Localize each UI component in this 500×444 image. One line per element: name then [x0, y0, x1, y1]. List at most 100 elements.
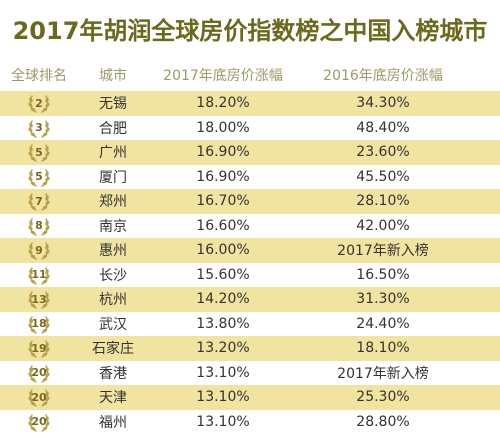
city-cell: 天津 [99, 390, 127, 407]
table-row: 5 厦门 16.90% 45.50% [0, 164, 500, 189]
city-cell: 石家庄 [92, 341, 134, 358]
city-cell: 厦门 [99, 169, 127, 186]
growth-2017-cell: 18.00% [196, 119, 250, 136]
rank-number: 18 [31, 317, 47, 331]
laurel-wreath-icon: 20 [27, 362, 51, 384]
rank-cell: 11 [0, 264, 78, 286]
rank-cell: 19 [0, 337, 78, 359]
rank-number: 20 [31, 366, 47, 380]
rank-number: 5 [35, 170, 43, 184]
rank-cell: 18 [0, 313, 78, 335]
laurel-wreath-icon: 9 [27, 239, 51, 261]
table-row: 7 郑州 16.70% 28.10% [0, 189, 500, 214]
city-cell: 福州 [99, 414, 127, 431]
header-city: 城市 [99, 68, 127, 84]
table-row: 9 惠州 16.00% 2017年新入榜 [0, 238, 500, 263]
growth-2016-cell: 48.40% [356, 119, 410, 136]
city-cell: 合肥 [99, 120, 127, 137]
rank-number: 5 [35, 145, 43, 159]
growth-2017-cell: 16.60% [196, 217, 250, 234]
growth-2016-cell: 28.80% [356, 413, 410, 430]
growth-2016-cell: 18.10% [356, 340, 410, 357]
header-2016: 2016年底房价涨幅 [323, 68, 443, 84]
growth-2016-cell: 25.30% [356, 389, 410, 406]
rank-cell: 3 [0, 117, 78, 139]
laurel-wreath-icon: 19 [27, 337, 51, 359]
growth-2016-cell: 45.50% [356, 168, 410, 185]
laurel-wreath-icon: 3 [27, 117, 51, 139]
rank-cell: 9 [0, 239, 78, 261]
rank-number: 8 [35, 219, 43, 233]
rank-cell: 20 [0, 386, 78, 408]
rank-number: 11 [31, 268, 47, 282]
table-row: 11 长沙 15.60% 16.50% [0, 262, 500, 287]
table-row: 2 无锡 18.20% 34.30% [0, 91, 500, 116]
growth-2017-cell: 16.00% [196, 242, 250, 259]
table-row: 8 南京 16.60% 42.00% [0, 213, 500, 238]
growth-2017-cell: 13.20% [196, 340, 250, 357]
rank-cell: 20 [0, 362, 78, 384]
rank-cell: 8 [0, 215, 78, 237]
city-cell: 武汉 [99, 316, 127, 333]
laurel-wreath-icon: 5 [27, 141, 51, 163]
rank-number: 9 [35, 243, 43, 257]
growth-2016-cell: 34.30% [356, 95, 410, 112]
laurel-wreath-icon: 13 [27, 288, 51, 310]
city-cell: 广州 [99, 145, 127, 162]
laurel-wreath-icon: 7 [27, 190, 51, 212]
rank-number: 19 [31, 341, 47, 355]
city-cell: 郑州 [99, 194, 127, 211]
rank-number: 2 [35, 96, 43, 110]
rank-number: 7 [35, 194, 43, 208]
growth-2017-cell: 15.60% [196, 266, 250, 283]
rank-cell: 5 [0, 166, 78, 188]
growth-2016-cell: 23.60% [356, 144, 410, 161]
laurel-wreath-icon: 18 [27, 313, 51, 335]
city-cell: 南京 [99, 218, 127, 235]
rank-cell: 5 [0, 141, 78, 163]
rank-cell: 13 [0, 288, 78, 310]
laurel-wreath-icon: 2 [27, 92, 51, 114]
table-header: 全球排名 城市 2017年底房价涨幅 2016年底房价涨幅 [0, 62, 500, 88]
laurel-wreath-icon: 20 [27, 386, 51, 408]
growth-2016-cell: 42.00% [356, 217, 410, 234]
growth-2017-cell: 16.90% [196, 144, 250, 161]
growth-2017-cell: 14.20% [196, 291, 250, 308]
growth-2017-cell: 13.80% [196, 315, 250, 332]
rank-cell: 20 [0, 411, 78, 433]
table-body: 2 无锡 18.20% 34.30% 3 合肥 18.00% 48.40% [0, 91, 500, 434]
table-row: 20 天津 13.10% 25.30% [0, 385, 500, 410]
growth-2016-cell: 24.40% [356, 315, 410, 332]
table-row: 20 香港 13.10% 2017年新入榜 [0, 360, 500, 385]
city-cell: 无锡 [99, 96, 127, 113]
growth-2017-cell: 13.10% [196, 413, 250, 430]
laurel-wreath-icon: 8 [27, 215, 51, 237]
table-row: 5 广州 16.90% 23.60% [0, 140, 500, 165]
rank-cell: 7 [0, 190, 78, 212]
growth-2017-cell: 18.20% [196, 95, 250, 112]
rank-number: 20 [31, 390, 47, 404]
growth-2017-cell: 13.10% [196, 364, 250, 381]
growth-2016-cell: 2017年新入榜 [337, 243, 429, 260]
header-rank: 全球排名 [11, 68, 67, 84]
rank-number: 3 [35, 121, 43, 135]
table-row: 18 武汉 13.80% 24.40% [0, 311, 500, 336]
city-cell: 长沙 [99, 267, 127, 284]
growth-2016-cell: 28.10% [356, 193, 410, 210]
table-row: 19 石家庄 13.20% 18.10% [0, 336, 500, 361]
growth-2017-cell: 16.90% [196, 168, 250, 185]
rank-cell: 2 [0, 92, 78, 114]
table-row: 3 合肥 18.00% 48.40% [0, 115, 500, 140]
growth-2016-cell: 31.30% [356, 291, 410, 308]
city-cell: 惠州 [99, 243, 127, 260]
rank-number: 20 [31, 415, 47, 429]
city-cell: 香港 [99, 365, 127, 382]
growth-2016-cell: 2017年新入榜 [337, 365, 429, 382]
city-cell: 杭州 [99, 292, 127, 309]
laurel-wreath-icon: 20 [27, 411, 51, 433]
growth-2017-cell: 13.10% [196, 389, 250, 406]
page-title: 2017年胡润全球房价指数榜之中国入榜城市 [12, 16, 488, 45]
growth-2016-cell: 16.50% [356, 266, 410, 283]
table-row: 13 杭州 14.20% 31.30% [0, 287, 500, 312]
